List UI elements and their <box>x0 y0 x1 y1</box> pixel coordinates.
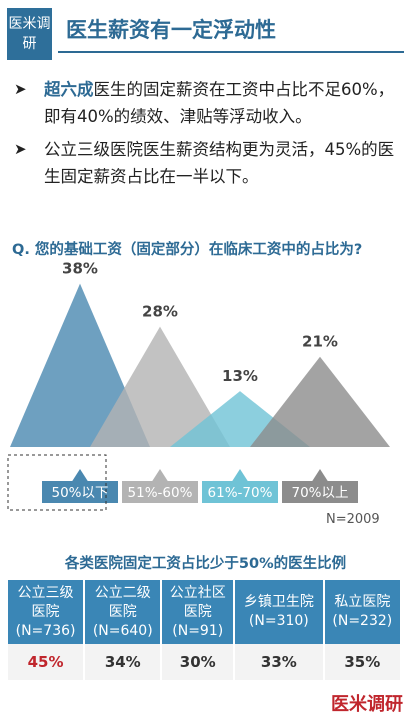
area-peak-2 <box>90 326 230 447</box>
table-header-cell: 公立社区 医院 (N=91) <box>161 580 236 644</box>
bullet-item-1: ➤ 超六成医生的固定薪资在工资中占比不足60%，即有40%的绩效、津贴等浮动收入… <box>14 76 402 130</box>
table-value-cell: 45% <box>8 644 86 680</box>
bullet-text: 公立三级医院医生薪资结构更为灵活，45%的医生固定薪资占比在一半以下。 <box>44 140 395 186</box>
hospital-table: 公立三级 医院 (N=736) 公立二级 医院 (N=640) 公立社区 医院 (N=91) 乡镇… <box>8 580 403 680</box>
bullet-item-2: ➤ 公立三级医院医生薪资结构更为灵活，45%的医生固定薪资占比在一半以下。 <box>14 136 402 190</box>
sample-size: N=2009 <box>326 512 380 527</box>
footer-logo: 医米调研 <box>331 694 403 715</box>
table-header-row: 公立三级 医院 (N=736) 公立二级 医院 (N=640) 公立社区 医院 (N=91) 乡镇… <box>8 580 403 644</box>
brand-logo-box: 医米调研 <box>7 8 52 60</box>
value-label-2: 28% <box>142 303 178 321</box>
area-peak-4 <box>250 356 390 447</box>
value-label-4: 21% <box>302 333 338 351</box>
bullet-list: ➤ 超六成医生的固定薪资在工资中占比不足60%，即有40%的绩效、津贴等浮动收入… <box>14 76 402 196</box>
category-label-3: 61%-70% <box>208 485 273 501</box>
table-header-cell: 公立二级 医院 (N=640) <box>84 580 163 644</box>
table-value-cell: 30% <box>161 644 236 680</box>
table-value-cell: 35% <box>323 644 403 680</box>
category-label-1: 50%以下 <box>51 485 108 501</box>
category-box-1 <box>42 481 118 503</box>
table-value-cell: 33% <box>234 644 325 680</box>
table-header-cell: 公立三级 医院 (N=736) <box>8 580 86 644</box>
category-box-3 <box>202 481 278 503</box>
arrow-icon: ➤ <box>14 80 27 98</box>
distribution-chart: 38% 28% 13% 21% 50%以下 51%-60% 61%-70% 70%以上 <box>7 262 390 511</box>
arrow-icon: ➤ <box>14 140 27 158</box>
category-pointer-3 <box>231 469 249 483</box>
category-pointer-4 <box>311 469 329 483</box>
table-header-cell: 私立医院 (N=232) <box>323 580 403 644</box>
category-pointer-1 <box>71 469 89 483</box>
category-pointer-2 <box>151 469 169 483</box>
table-value-cell: 34% <box>84 644 163 680</box>
survey-question: Q. 您的基础工资（固定部分）在临床工资中的占比为? <box>12 242 363 258</box>
table-value-row: 45% 34% 30% 33% 35% <box>8 644 403 680</box>
brand-logo-text: 医米调研 <box>8 16 51 52</box>
table-title: 各类医院固定工资占比少于50%的医生比例 <box>64 556 347 572</box>
category-box-2 <box>122 481 198 503</box>
value-label-1: 38% <box>62 262 98 278</box>
highlight-dashed-box <box>7 454 107 511</box>
category-label-4: 70%以上 <box>291 485 348 501</box>
bullet-highlight: 超六成 <box>44 80 94 99</box>
title-divider <box>58 51 404 53</box>
table-header-cell: 乡镇卫生院 (N=310) <box>234 580 325 644</box>
category-box-4 <box>282 481 358 503</box>
bullet-text: 医生的固定薪资在工资中占比不足60%，即有40%的绩效、津贴等浮动收入。 <box>44 80 395 126</box>
page-title: 医生薪资有一定浮动性 <box>66 18 276 42</box>
category-label-2: 51%-60% <box>128 485 193 501</box>
value-label-3: 13% <box>222 367 258 385</box>
